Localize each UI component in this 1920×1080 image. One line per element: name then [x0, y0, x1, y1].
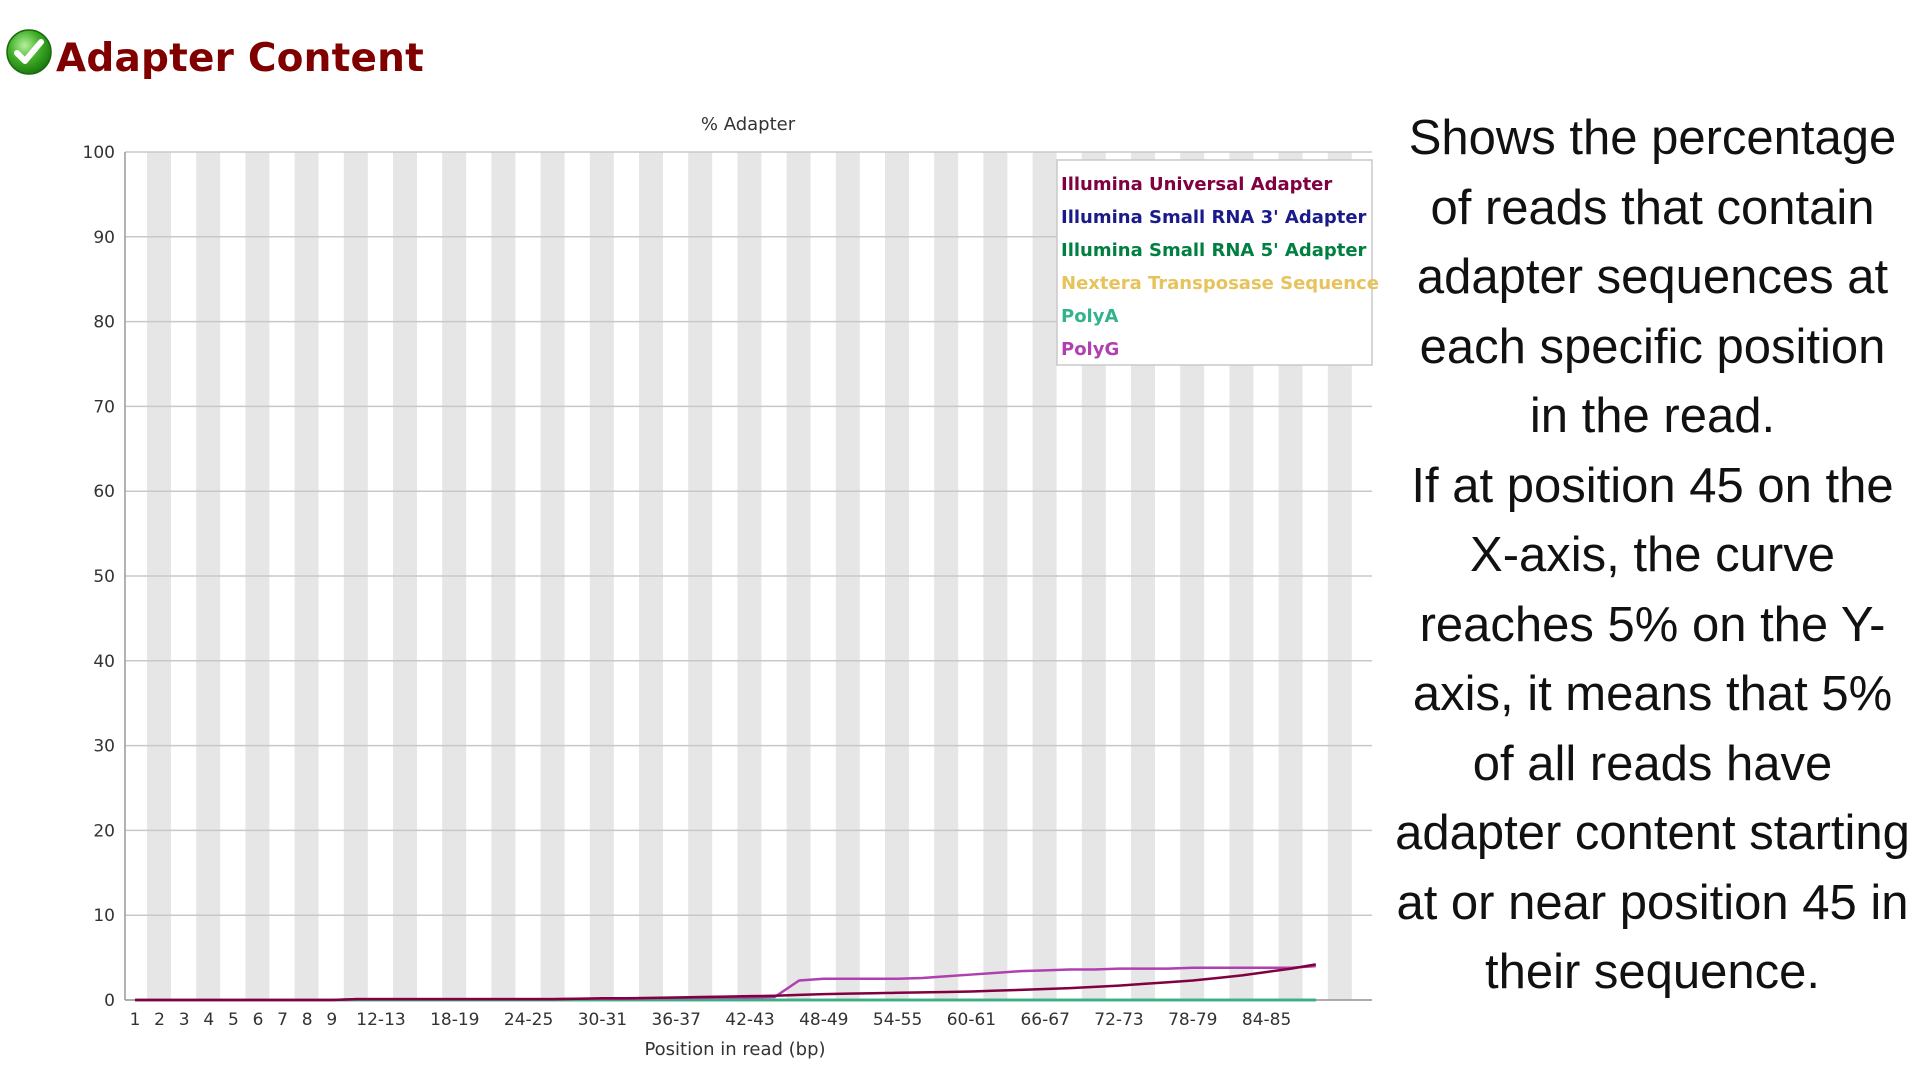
- x-tick-label: 1: [130, 1010, 141, 1030]
- x-tick-label: 84-85: [1242, 1010, 1291, 1030]
- x-tick-label: 72-73: [1094, 1010, 1143, 1030]
- series-line: [135, 963, 1317, 1002]
- y-tick-label: 0: [104, 991, 115, 1011]
- x-tick-label: 2: [154, 1010, 165, 1030]
- x-tick-label: 36-37: [651, 1010, 700, 1030]
- x-tick-label: 4: [203, 1010, 214, 1030]
- chart-title: % Adapter: [701, 114, 796, 135]
- x-axis-label: Position in read (bp): [644, 1039, 825, 1060]
- description-paragraph: If at position 45 on the X-axis, the cur…: [1395, 458, 1910, 1000]
- legend-box: [1056, 159, 1373, 366]
- x-tick-label: 8: [302, 1010, 313, 1030]
- x-tick-label: 60-61: [947, 1010, 996, 1030]
- y-tick-label: 100: [83, 143, 115, 163]
- legend-entry: Nextera Transposase Sequence: [1061, 273, 1379, 294]
- y-tick-label: 40: [93, 652, 115, 672]
- legend-entry: PolyG: [1061, 339, 1119, 360]
- x-tick-label: 78-79: [1168, 1010, 1217, 1030]
- x-tick-label: 48-49: [799, 1010, 848, 1030]
- legend-entry: Illumina Small RNA 3' Adapter: [1061, 207, 1367, 228]
- page-title: Adapter Content: [56, 36, 424, 81]
- check-circle-icon: [6, 28, 52, 75]
- x-tick-label: 66-67: [1020, 1010, 1069, 1030]
- y-tick-label: 60: [93, 482, 115, 502]
- legend-entry: PolyA: [1061, 306, 1118, 327]
- x-tick-label: 5: [228, 1010, 239, 1030]
- legend-entry: Illumina Universal Adapter: [1061, 174, 1332, 195]
- y-tick-label: 30: [93, 737, 115, 757]
- x-tick-label: 3: [179, 1010, 190, 1030]
- y-tick-label: 10: [93, 906, 115, 926]
- y-tick-label: 50: [93, 567, 115, 587]
- x-tick-label: 9: [326, 1010, 337, 1030]
- x-tick-label: 18-19: [430, 1010, 479, 1030]
- x-tick-label: 6: [253, 1010, 264, 1030]
- x-tick-label: 24-25: [504, 1010, 553, 1030]
- legend-entry: Illumina Small RNA 5' Adapter: [1061, 240, 1367, 261]
- section-header: Adapter Content: [4, 22, 424, 81]
- x-tick-label: 54-55: [873, 1010, 922, 1030]
- adapter-content-chart: 0 10 20 30 40 50 60 70 80 90 100 1 2 3 4 5 6 7 8 9 12-13 18-…: [83, 114, 1379, 1060]
- x-tick-label: 7: [277, 1010, 288, 1030]
- y-tick-label: 80: [93, 313, 115, 333]
- description: Shows the percentage of reads that conta…: [1395, 104, 1910, 1008]
- y-tick-label: 90: [93, 228, 115, 248]
- y-tick-label: 20: [93, 821, 115, 841]
- x-tick-label: 42-43: [725, 1010, 774, 1030]
- x-tick-label: 12-13: [356, 1010, 405, 1030]
- chart-legend: Illumina Universal Adapter Illumina Small…: [1056, 159, 1379, 366]
- x-tick-label: 30-31: [578, 1010, 627, 1030]
- y-tick-label: 70: [93, 397, 115, 417]
- description-paragraph: Shows the percentage of reads that conta…: [1408, 111, 1897, 443]
